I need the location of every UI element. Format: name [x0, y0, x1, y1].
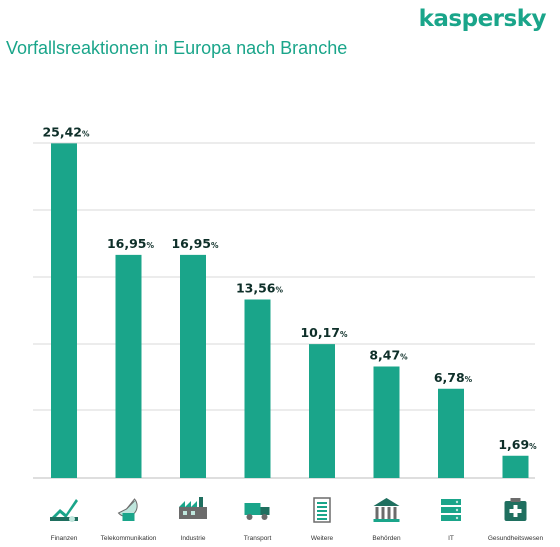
kaspersky-logo: kaspersky: [418, 6, 547, 32]
chart-title: Vorfallsreaktionen in Europa nach Branch…: [6, 38, 348, 58]
value-label: 10,17%: [300, 325, 348, 340]
value-labels: 25,42% 16,95% 16,95% 13,56% 10,17% 8,47% 6,78%…: [42, 124, 537, 451]
category-label: Telekommunikation: [101, 535, 157, 542]
value-label: 13,56%: [236, 281, 284, 296]
category-label: Behörden: [372, 535, 401, 542]
government-building-icon: [373, 498, 400, 522]
bar-telekommunikation: [115, 254, 142, 478]
value-label: 8,47%: [369, 348, 408, 363]
category-icons: [50, 497, 527, 523]
document-list-icon: [313, 497, 331, 523]
bar-it: [438, 388, 464, 478]
value-label: 25,42%: [42, 124, 90, 139]
value-label: 6,78%: [434, 370, 473, 385]
finance-chart-icon: [50, 499, 78, 522]
category-label: Finanzen: [51, 535, 78, 542]
value-label: 1,69%: [498, 437, 537, 452]
category-label: Gesundheitswesen: [488, 535, 544, 542]
medical-kit-icon: [504, 498, 527, 521]
category-label: IT: [448, 535, 454, 542]
value-label: 16,95%: [171, 236, 219, 251]
bars: [51, 143, 529, 478]
category-labels: Finanzen Telekommunikation Industrie Transp…: [51, 535, 544, 542]
truck-icon: [244, 503, 270, 520]
satellite-dish-icon: [117, 498, 138, 521]
bar-finanzen: [51, 143, 77, 478]
bar-behörden: [373, 366, 400, 478]
factory-icon: [179, 497, 207, 519]
bar-weitere: [309, 344, 335, 478]
category-label: Weitere: [311, 535, 334, 542]
bar-industrie: [180, 254, 206, 478]
server-stack-icon: [441, 499, 461, 521]
value-label: 16,95%: [107, 236, 155, 251]
category-label: Transport: [244, 535, 272, 542]
category-label: Industrie: [181, 535, 206, 542]
bar-transport: [244, 299, 271, 478]
bar-gesundheitswesen: [502, 455, 529, 478]
